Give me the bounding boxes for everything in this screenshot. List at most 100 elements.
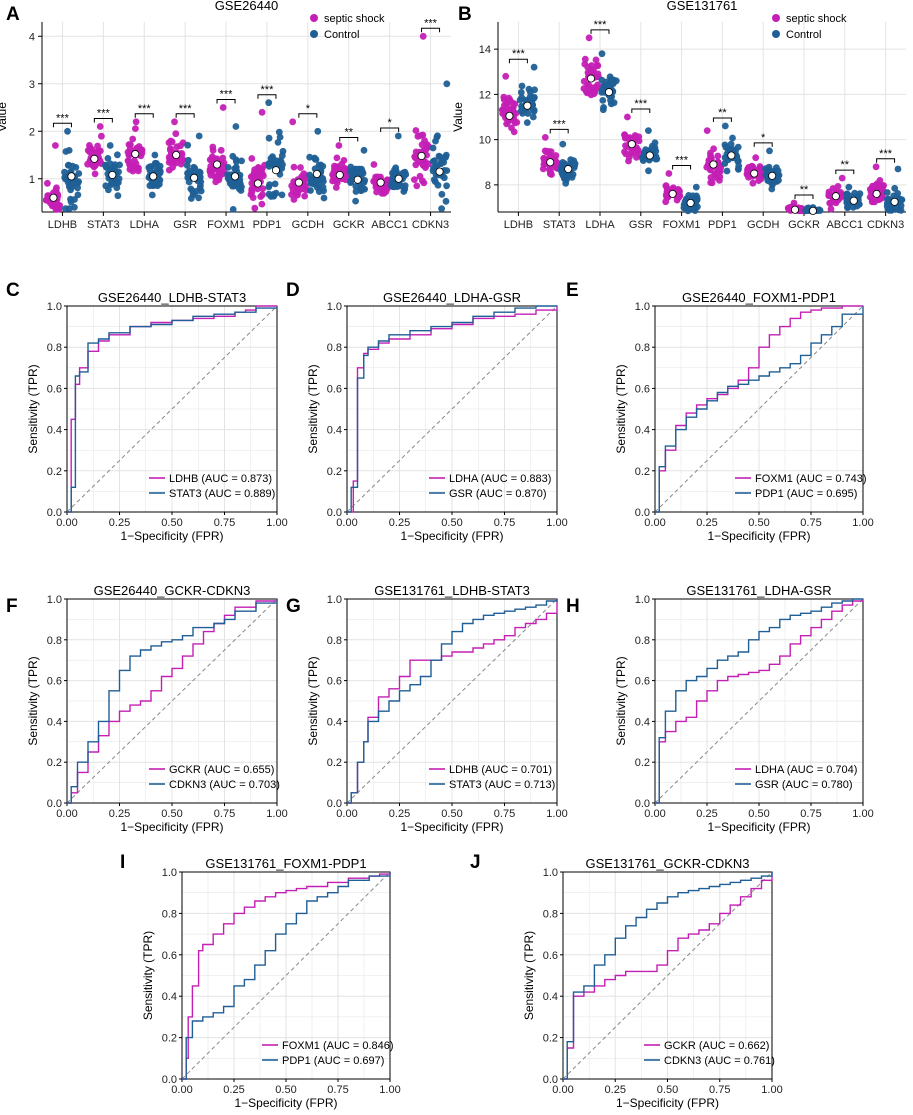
point-septic-shock <box>592 56 600 64</box>
x-tick-label: GCDH <box>747 219 779 231</box>
point-septic-shock <box>333 154 341 162</box>
point-septic-shock <box>826 199 834 207</box>
point-control <box>271 180 279 188</box>
point-control <box>229 206 237 213</box>
x-tick-label: LDHB <box>504 219 533 231</box>
point-septic-shock <box>585 34 593 42</box>
significance-label: *** <box>634 98 648 110</box>
y-tick-label: 0.6 <box>47 676 62 688</box>
significance-label: *** <box>512 48 526 60</box>
point-control <box>184 156 192 164</box>
x-tick-label: 0.00 <box>644 517 665 529</box>
point-septic-shock <box>411 176 418 184</box>
x-tick-label: 1.00 <box>546 517 567 529</box>
point-septic-shock <box>707 166 714 174</box>
point-control <box>275 128 283 136</box>
point-control <box>155 180 163 188</box>
point-control <box>443 182 450 190</box>
significance-label: *** <box>138 103 152 115</box>
x-tick-label: LDHA <box>130 219 160 231</box>
point-septic-shock <box>583 88 590 95</box>
point-septic-shock <box>370 161 378 168</box>
x-axis-label: 1−Specificity (FPR) <box>616 1096 719 1110</box>
significance-label: *** <box>424 17 438 29</box>
point-septic-shock <box>507 106 515 113</box>
legend-label: GCKR (AUC = 0.655) <box>169 764 274 776</box>
x-tick-label: 1.00 <box>761 1084 782 1096</box>
diagonal-reference-line <box>562 871 773 1080</box>
point-septic-shock <box>707 179 715 187</box>
point-control <box>195 194 203 202</box>
mean-marker <box>791 205 800 214</box>
plot-title: GSE131761_FOXM1-PDP1 <box>205 856 366 871</box>
point-septic-shock <box>502 72 510 80</box>
point-septic-shock <box>206 166 214 174</box>
point-septic-shock <box>663 193 670 201</box>
y-tick-label: 0.8 <box>162 908 177 920</box>
point-control <box>307 187 314 194</box>
legend-swatch <box>772 14 780 22</box>
point-septic-shock <box>301 192 308 200</box>
point-control <box>693 192 700 200</box>
y-tick-label: 0.2 <box>635 466 650 478</box>
legend-label: septic shock <box>324 13 385 25</box>
point-control <box>190 163 198 171</box>
point-control <box>231 165 239 173</box>
y-tick-label: 0.8 <box>635 635 650 647</box>
point-control <box>599 106 607 114</box>
y-tick-label: 0.2 <box>162 1033 177 1045</box>
point-septic-shock <box>752 154 760 162</box>
y-tick-label: 0.4 <box>635 425 650 437</box>
y-tick-label: 0.2 <box>327 757 342 769</box>
point-control <box>72 164 80 171</box>
point-septic-shock <box>257 193 265 201</box>
point-control <box>189 187 196 195</box>
x-axis-label: 1−Specificity (FPR) <box>707 529 810 543</box>
y-tick-label: 0.0 <box>543 1074 558 1086</box>
x-tick-label: 0.75 <box>494 517 515 529</box>
roc-curve-gsr <box>347 305 557 513</box>
point-control <box>527 88 534 96</box>
point-septic-shock <box>674 186 682 194</box>
point-control <box>105 186 112 194</box>
x-axis-label: 1−Specificity (FPR) <box>120 529 223 543</box>
legend-label: septic shock <box>786 13 847 25</box>
significance-label: * <box>388 117 393 129</box>
point-control <box>114 192 122 200</box>
x-tick-label: 0.25 <box>605 1084 626 1096</box>
point-control <box>114 151 121 159</box>
panel-letter-d: D <box>286 280 300 301</box>
point-control <box>232 123 240 130</box>
point-septic-shock <box>744 166 752 174</box>
y-tick-label: 0.6 <box>327 676 342 688</box>
mean-marker <box>108 170 117 179</box>
panel-letter-i: I <box>120 852 125 873</box>
roc-plot-d: GSE26440_LDHA-GSR 0.00 0.25 0.50 0.75 1.00 0.0… <box>306 290 568 543</box>
legend-label: GSR (AUC = 0.870) <box>449 488 547 500</box>
plot-title: GSE131761_LDHB-STAT3 <box>374 583 530 598</box>
point-septic-shock <box>54 205 62 213</box>
point-septic-shock <box>588 62 595 69</box>
panel-letter-b: B <box>458 4 472 25</box>
point-control <box>894 165 902 173</box>
point-septic-shock <box>593 61 601 69</box>
x-axis-label: 1−Specificity (FPR) <box>400 529 503 543</box>
point-septic-shock <box>167 146 174 154</box>
point-septic-shock <box>251 204 259 212</box>
x-tick-label: 0.75 <box>800 808 821 820</box>
plot-title: GSE26440_GCKR-CDKN3 <box>94 583 251 598</box>
significance-bracket <box>421 27 441 33</box>
point-septic-shock <box>539 165 547 173</box>
legend-label: LDHB (AUC = 0.701) <box>449 764 552 776</box>
mean-marker <box>394 174 403 183</box>
roc-curve-gckr <box>563 872 773 1080</box>
point-control <box>320 194 328 202</box>
point-septic-shock <box>258 108 266 116</box>
point-septic-shock <box>749 163 757 171</box>
point-control <box>433 133 441 141</box>
point-septic-shock <box>340 157 348 164</box>
mean-marker <box>686 198 695 207</box>
point-control <box>692 183 700 191</box>
point-septic-shock <box>211 155 219 163</box>
